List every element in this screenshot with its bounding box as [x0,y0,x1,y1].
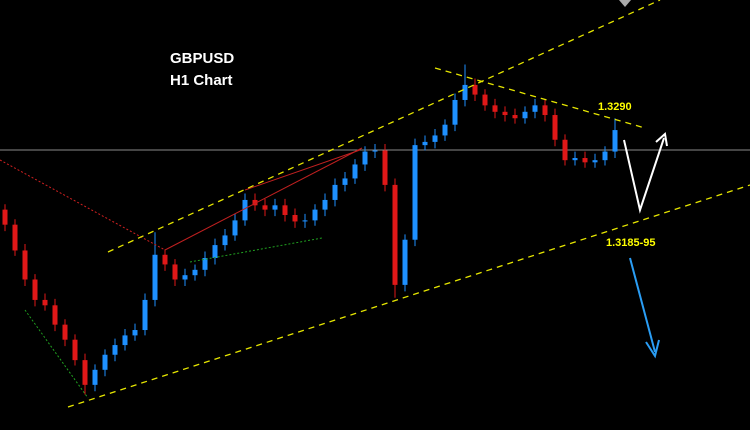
candle-body [32,279,38,300]
candle-body [572,158,578,161]
annotation: 1.3185-95 [606,237,656,249]
candle-body [402,239,408,285]
candle-body [462,84,468,100]
candle-body [432,135,438,142]
marker [619,0,631,7]
candle-body [542,105,548,116]
candle-body [202,258,208,270]
candle-body [72,339,78,361]
candle-body [582,158,588,163]
arrow [629,257,656,353]
candle-body [12,224,18,251]
candle-body [322,199,328,210]
candle-body [2,209,8,225]
candle-body [512,115,518,119]
candle-body [272,205,278,210]
candle-body [502,111,508,116]
candle-body [452,99,458,125]
trend-line [244,149,361,191]
candle-body [362,151,368,165]
trend-line [0,159,166,251]
candle-body [222,235,228,246]
candle-body [382,150,388,185]
candle-body [482,94,488,106]
candle-body [62,324,68,340]
candle-body [112,345,118,355]
candle-body [252,199,258,206]
candle-body [522,111,528,119]
arrow-head [645,339,660,359]
candle-body [122,335,128,346]
candle-body [352,164,358,179]
candle-body [192,269,198,276]
candle-body [552,115,558,140]
candle-body [412,145,418,240]
chart-subtitle: H1 Chart [170,72,233,89]
candle-body [292,215,298,222]
candle-body [22,250,28,280]
candle-body [442,124,448,136]
candle-body [162,254,168,265]
candle-body [42,299,48,306]
candle-body [492,105,498,112]
candle-body [52,305,58,325]
candle-body [182,275,188,280]
candle-body [372,150,378,152]
candle-body [92,369,98,385]
candle-body [532,105,538,112]
candle-body [102,354,108,370]
candle-body [392,184,398,285]
arrow [623,137,665,214]
candle-body [342,178,348,185]
candle-body [132,330,138,336]
candle-body [152,254,158,300]
candle-body [472,84,478,95]
candle-body [282,205,288,215]
candles [2,64,618,395]
candle-body [262,205,268,210]
candle-body [82,360,88,385]
candle-body [602,151,608,161]
resistance-line [434,67,646,129]
channel-upper [107,0,661,253]
candle-body [312,209,318,221]
candle-body [242,199,248,221]
candle-body [562,139,568,161]
candle-body [232,220,238,236]
candle-body [332,184,338,200]
candle-body [172,264,178,280]
trend-line [164,147,363,251]
chart-title: GBPUSD [170,50,234,67]
candle-body [592,160,598,163]
arrow-head [655,132,668,147]
candle-body [302,220,308,222]
candle-body [142,299,148,331]
annotation: 1.3290 [598,101,632,113]
candle-body [212,245,218,258]
candle-body [612,130,618,152]
candle-body [422,141,428,146]
channel-lower [67,184,750,408]
